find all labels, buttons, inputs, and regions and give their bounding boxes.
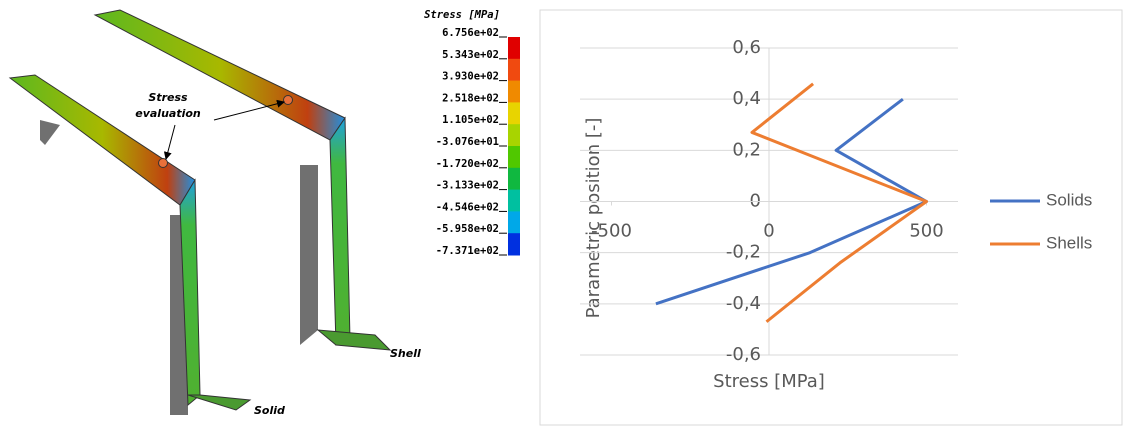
colorbar-label: 1.105e+02 <box>442 114 499 126</box>
figure: Solid Shell Stress [MPa] Stress [MPa] Pa… <box>0 0 1125 428</box>
y-tick-label: 0,4 <box>732 88 761 109</box>
y-tick-label: 0,2 <box>732 139 761 160</box>
colorbar-band <box>508 190 520 212</box>
annotation: Stress evaluation <box>128 90 208 122</box>
y-tick-label: 0,6 <box>732 37 761 58</box>
colorbar-band <box>508 211 520 233</box>
y-tick-label: -0,2 <box>726 242 761 263</box>
colorbar-label: -3.133e+02 <box>436 180 499 192</box>
render <box>10 10 390 415</box>
colorbar-band <box>508 146 520 168</box>
y-tick-label: -0,4 <box>726 293 761 314</box>
colorbar-band <box>508 81 520 103</box>
colorbar-label: 2.518e+02 <box>442 92 499 104</box>
chart-frame <box>540 10 1122 425</box>
colorbar-label: -4.546e+02 <box>436 201 499 213</box>
colorbar-label: -3.076e+01 <box>436 136 499 148</box>
colorbar-band <box>508 59 520 81</box>
annotation: Solid <box>254 404 285 417</box>
colorbar-label: -1.720e+02 <box>436 158 499 170</box>
x-tick-label: 500 <box>909 221 943 242</box>
colorbar-label: 3.930e+02 <box>442 71 499 83</box>
colorbar-band <box>508 124 520 146</box>
legend-label: Solids <box>1046 190 1092 209</box>
colorbar-label: 6.756e+02 <box>442 27 499 39</box>
colorbar-title: Stress [MPa] <box>424 9 500 21</box>
colorbar-label: -5.958e+02 <box>436 223 499 235</box>
x-tick-label: -500 <box>591 221 632 242</box>
colorbar-band <box>508 233 520 255</box>
colorbar-band <box>508 102 520 124</box>
legend-label: Shells <box>1046 233 1092 252</box>
x-axis-title: Stress [MPa] <box>713 371 825 392</box>
x-tick-label: 0 <box>763 221 774 242</box>
colorbar-label: 5.343e+02 <box>442 49 499 61</box>
series-line <box>752 84 927 322</box>
colorbar-label: -7.371e+02 <box>436 245 499 257</box>
colorbar-band <box>508 168 520 190</box>
colorbar-band <box>508 37 520 59</box>
y-axis-title: Parametric position [-] <box>583 118 604 319</box>
y-tick-label: -0,6 <box>726 344 761 365</box>
page: {"figure": {"colorbar_title": "Stress [M… <box>0 0 1125 428</box>
annotation: Shell <box>390 347 421 360</box>
